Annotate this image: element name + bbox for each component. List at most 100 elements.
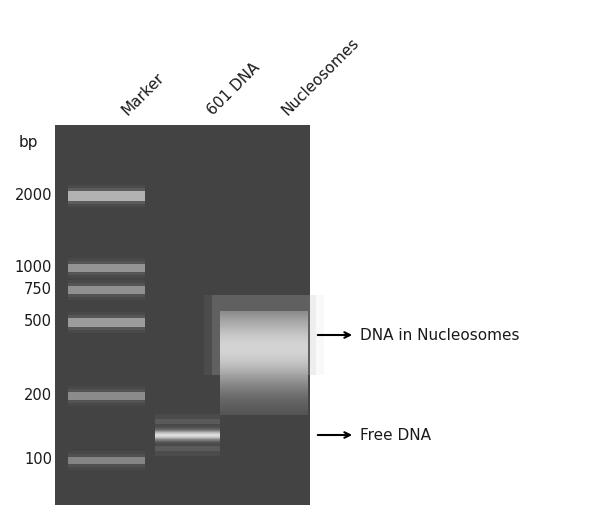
Bar [155, 419, 220, 451]
Bar [220, 319, 308, 320]
Bar [220, 395, 308, 396]
Bar [220, 360, 308, 361]
Bar [220, 370, 308, 371]
Bar [220, 409, 308, 410]
Bar [220, 406, 308, 407]
Bar [220, 316, 308, 317]
Bar [68, 283, 145, 297]
Bar [220, 365, 308, 366]
Bar [220, 322, 308, 323]
Bar [68, 392, 145, 400]
Bar [220, 391, 308, 392]
Text: 200: 200 [24, 388, 52, 404]
Bar [220, 411, 308, 412]
Bar [220, 374, 308, 375]
Bar [220, 379, 308, 380]
Bar [220, 338, 308, 339]
Bar [220, 355, 308, 356]
Bar [220, 388, 308, 389]
Bar [220, 381, 308, 382]
Bar [68, 280, 145, 300]
Bar [68, 261, 145, 275]
Bar [220, 414, 308, 415]
Bar [68, 188, 145, 204]
Bar [220, 344, 308, 345]
Bar [220, 335, 308, 336]
Bar [220, 372, 308, 373]
Bar [68, 258, 145, 278]
Bar [220, 342, 308, 343]
Bar [220, 348, 308, 349]
Text: bp: bp [18, 135, 38, 150]
Bar [220, 332, 308, 333]
Bar [220, 358, 308, 359]
Bar [220, 390, 308, 391]
Bar [220, 368, 308, 369]
Bar [220, 354, 308, 355]
Bar [220, 410, 308, 411]
Bar [220, 412, 308, 413]
Bar [220, 329, 308, 330]
Bar [220, 334, 308, 335]
Bar [220, 404, 308, 405]
Bar [68, 318, 145, 327]
Bar [220, 327, 308, 328]
Bar [220, 384, 308, 385]
Bar [220, 318, 308, 319]
Text: Nucleosomes: Nucleosomes [279, 35, 362, 118]
Bar [220, 393, 308, 394]
Bar [220, 375, 308, 376]
Bar [220, 317, 308, 318]
Bar [68, 457, 145, 464]
Bar [220, 359, 308, 360]
Bar [220, 314, 308, 315]
Bar [220, 413, 308, 414]
Text: 100: 100 [24, 453, 52, 467]
Bar [220, 341, 308, 342]
Text: Marker: Marker [119, 70, 167, 118]
Bar [68, 286, 145, 294]
Bar [220, 369, 308, 370]
Bar [220, 373, 308, 374]
Bar [220, 353, 308, 354]
Text: 500: 500 [24, 314, 52, 330]
Bar [220, 366, 308, 367]
Bar [220, 337, 308, 338]
Bar [204, 295, 324, 375]
Bar [220, 408, 308, 409]
Bar [220, 330, 308, 331]
Text: DNA in Nucleosomes: DNA in Nucleosomes [360, 328, 520, 342]
Bar [68, 386, 145, 406]
Bar [68, 314, 145, 330]
Bar [68, 185, 145, 207]
Text: 601 DNA: 601 DNA [205, 60, 262, 118]
Bar [220, 312, 308, 313]
Bar [68, 389, 145, 403]
Bar [220, 351, 308, 352]
Bar [220, 362, 308, 363]
Bar [220, 400, 308, 401]
Bar [220, 367, 308, 368]
Bar [220, 315, 308, 316]
Bar [220, 405, 308, 406]
Bar [220, 386, 308, 387]
Bar [220, 349, 308, 350]
Bar [220, 383, 308, 384]
Bar [55, 125, 310, 505]
Text: 750: 750 [24, 282, 52, 298]
Text: 2000: 2000 [14, 188, 52, 204]
Bar [220, 392, 308, 393]
Bar [220, 357, 308, 358]
Bar [220, 311, 308, 312]
Bar [220, 403, 308, 404]
Bar [68, 191, 145, 201]
Bar [220, 371, 308, 372]
Bar [220, 339, 308, 340]
Bar [220, 313, 308, 314]
Bar [220, 407, 308, 408]
Bar [68, 311, 145, 332]
Bar [220, 396, 308, 397]
Bar [220, 328, 308, 329]
Bar [68, 454, 145, 467]
Bar [220, 331, 308, 332]
